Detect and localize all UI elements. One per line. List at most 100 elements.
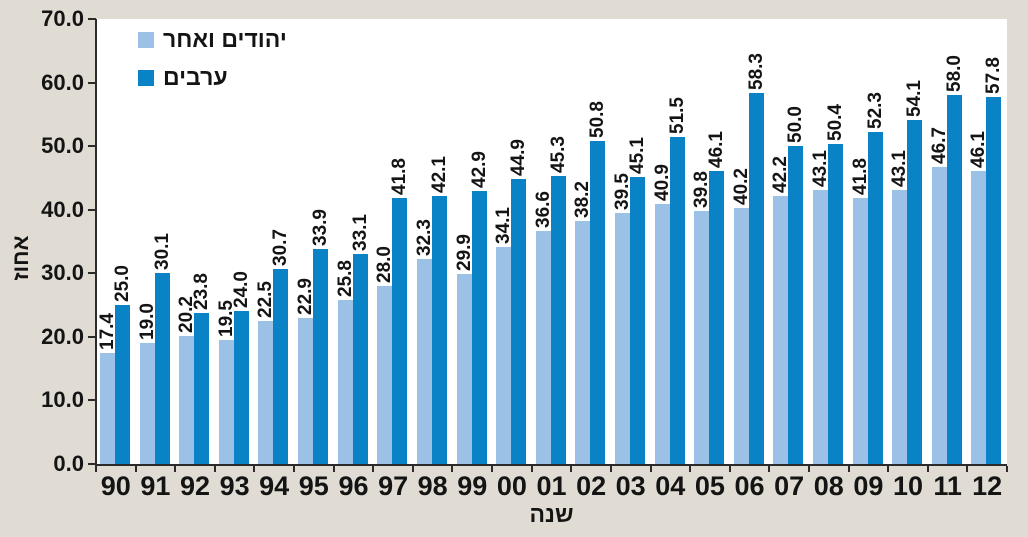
x-tick: [411, 466, 414, 472]
bar-value-label: 30.7: [270, 228, 292, 266]
y-tick-label: 40.0: [41, 196, 84, 222]
x-tick: [95, 466, 97, 472]
bar-arabs-97: [392, 198, 408, 464]
x-tick: [530, 466, 533, 472]
bar-arabs-95: [313, 248, 328, 464]
bar-jews-other-08: [813, 190, 828, 464]
bar-value-label: 23.8: [191, 272, 213, 310]
x-tick-label: 03: [615, 471, 646, 501]
bar-value-label: 45.1: [626, 137, 648, 175]
x-tick-label: 10: [892, 471, 923, 501]
x-tick: [174, 466, 177, 472]
x-tick: [570, 466, 573, 472]
bar-jews-other-09: [852, 198, 868, 464]
bar-arabs-05: [709, 170, 725, 464]
y-tick: [88, 399, 96, 402]
x-tick: [649, 466, 652, 472]
x-tick: [451, 466, 454, 472]
x-tick: [966, 466, 969, 472]
bar-arabs-11: [946, 95, 962, 464]
bar-value-label: 25.0: [112, 265, 133, 303]
x-tick: [728, 466, 731, 472]
x-tick-label: 92: [179, 471, 210, 501]
bar-arabs-04: [669, 136, 685, 464]
y-tick-label: 30.0: [41, 260, 84, 286]
y-axis-line: [95, 19, 97, 466]
x-tick-label: 93: [219, 471, 250, 501]
bars-layer: 17.4 25.0 19.0 30.1 20.2 23.8 19.5 24.0 22.5 30.7…: [96, 19, 1007, 464]
x-tick: [1006, 466, 1008, 472]
bar-value-label: 58.0: [943, 55, 965, 93]
x-tick-label: 96: [338, 471, 369, 501]
bar-value-label: 42.9: [468, 151, 490, 189]
bar-value-label: 51.5: [666, 96, 688, 134]
bar-value-label: 30.1: [151, 232, 173, 270]
legend-label: יהודים ואחר: [163, 26, 287, 52]
x-tick: [847, 466, 850, 472]
bar-jews-other-94: [258, 321, 274, 464]
bar-arabs-00: [511, 178, 527, 464]
bar-jews-other-96: [337, 300, 353, 464]
x-tick-label: 04: [655, 471, 686, 501]
bar-jews-other-98: [416, 258, 432, 464]
bar-value-label: 57.8: [983, 56, 1005, 94]
y-tick-label: 0.0: [53, 451, 84, 476]
bar-arabs-09: [867, 131, 883, 464]
legend: יהודים ואחר ערבים: [138, 27, 287, 90]
bar-value-label: 24.0: [230, 271, 252, 309]
y-axis-title: אחוז: [8, 235, 33, 281]
y-tick-label: 70.0: [41, 6, 84, 31]
bar-arabs-96: [352, 253, 368, 464]
x-tick-label: 91: [140, 471, 171, 501]
bar-value-label: 33.1: [349, 213, 371, 251]
legend-label: ערבים: [163, 64, 228, 90]
bar-value-label: 44.9: [508, 138, 530, 176]
x-tick-label: 12: [972, 471, 1003, 501]
bar-jews-other-90: [100, 353, 115, 464]
x-tick-label: 07: [774, 471, 805, 501]
bar-value-label: 54.1: [904, 80, 926, 118]
x-tick-label: 09: [853, 471, 884, 501]
y-tick: [88, 208, 96, 211]
x-tick-label: 05: [694, 471, 725, 501]
bar-jews-other-97: [377, 286, 393, 464]
bar-jews-other-00: [496, 247, 512, 464]
bar-arabs-94: [273, 268, 289, 464]
bar-arabs-92: [194, 312, 210, 464]
x-tick-label: 00: [496, 471, 527, 501]
bar-arabs-93: [233, 311, 249, 464]
bar-jews-other-03: [614, 212, 630, 464]
x-tick: [253, 466, 256, 472]
bar-jews-other-04: [654, 204, 670, 464]
x-axis-title: שנה: [529, 501, 574, 527]
legend-swatch-dark-blue-icon: [138, 69, 154, 86]
bar-jews-other-91: [139, 343, 155, 464]
bar-jews-other-06: [733, 208, 749, 464]
bar-jews-other-93: [218, 340, 234, 464]
bar-value-label: 58.3: [745, 53, 767, 91]
bar-jews-other-12: [971, 170, 987, 464]
legend-swatch-light-blue-icon: [138, 31, 154, 48]
x-tick-label: 02: [576, 471, 607, 501]
legend-item: ערבים: [138, 65, 287, 90]
bar-value-label: 46.1: [706, 130, 728, 168]
bar-arabs-98: [431, 196, 447, 464]
x-tick: [926, 466, 929, 472]
bar-value-label: 45.3: [547, 136, 569, 173]
bar-arabs-99: [471, 191, 487, 464]
bar-value-label: 50.8: [587, 101, 609, 139]
x-tick-label: 94: [259, 471, 290, 501]
bar-jews-other-92: [179, 335, 195, 464]
y-tick: [88, 272, 96, 275]
bar-arabs-02: [590, 141, 606, 464]
bar-jews-other-11: [931, 167, 947, 464]
bar-arabs-12: [986, 96, 1002, 464]
x-tick: [372, 466, 375, 472]
bar-value-label: 42.1: [428, 156, 450, 194]
bar-jews-other-01: [535, 231, 551, 464]
legend-item: יהודים ואחר: [138, 27, 287, 52]
x-axis-line: [95, 464, 1007, 466]
x-tick: [689, 466, 692, 472]
x-tick: [807, 466, 810, 472]
